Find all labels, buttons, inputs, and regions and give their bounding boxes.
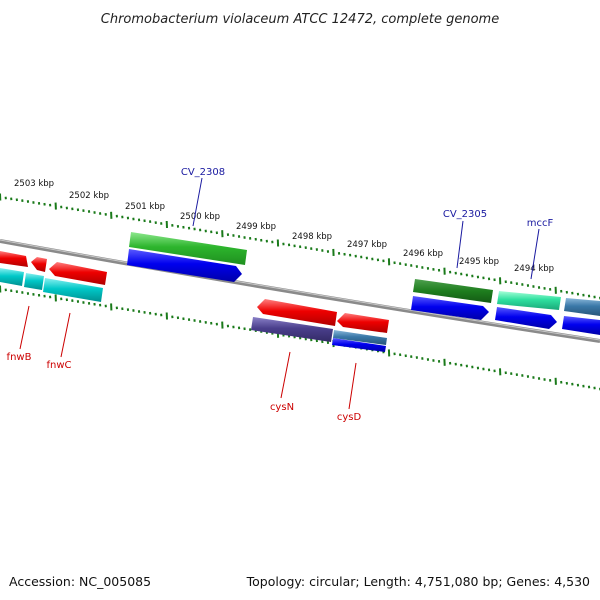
gene-small-red[interactable]	[31, 257, 47, 272]
callout-cv2308	[192, 177, 203, 227]
forward-strand-features	[127, 232, 600, 335]
scale-label-2501: 2501 kbp	[125, 202, 165, 212]
gene-cyan-small[interactable]	[24, 273, 44, 290]
gene-cv2304[interactable]	[411, 296, 489, 320]
callout-fnwc	[60, 312, 71, 358]
callout-cysd	[348, 362, 357, 410]
gene-label-mccf[interactable]: mccF	[527, 218, 554, 229]
gene-fnwb[interactable]	[0, 268, 24, 286]
gene-label-cysn[interactable]: cysN	[270, 402, 294, 413]
gene-cysd-steel[interactable]	[333, 330, 387, 345]
gene-cysd[interactable]	[332, 338, 386, 352]
callout-mccf	[530, 228, 540, 280]
gene-fnwc[interactable]	[43, 278, 103, 302]
gene-cv2308[interactable]	[129, 232, 247, 265]
scale-ticks-inner	[0, 285, 600, 391]
gene-label-cv2308[interactable]: CV_2308	[181, 167, 225, 178]
scale-label-2503: 2503 kbp	[14, 179, 54, 189]
scale-label-2496: 2496 kbp	[403, 249, 443, 259]
scale-label-2495: 2495 kbp	[459, 257, 499, 267]
scale-label-2497: 2497 kbp	[347, 240, 387, 250]
scale-ticks-outer	[0, 193, 600, 300]
map-title: Chromobacterium violaceum ATCC 12472, co…	[101, 12, 499, 27]
gene-labels: CV_2308 CV_2305 mccF fnwB fnwC cysN cysD	[7, 167, 554, 423]
gene-label-cysd[interactable]: cysD	[337, 412, 362, 423]
genome-backbone-highlight	[0, 239, 600, 341]
scale-labels: 2503 kbp 2502 kbp 2501 kbp 2500 kbp 2499…	[14, 179, 554, 274]
accession-text: Accession: NC_005085	[9, 574, 151, 589]
gene-label-cv2305[interactable]: CV_2305	[443, 209, 487, 220]
genome-backbone	[0, 239, 600, 343]
gene-red-cysn-upper[interactable]	[257, 299, 337, 326]
gene-red-cysd-upper[interactable]	[337, 313, 389, 333]
callout-cv2305	[456, 220, 464, 269]
gene-cv2307[interactable]	[127, 249, 242, 282]
callout-fnwb	[19, 305, 30, 350]
gene-red-fnwc-upper[interactable]	[49, 262, 107, 285]
gene-cv2305[interactable]	[413, 279, 493, 303]
scale-label-2494: 2494 kbp	[514, 264, 554, 274]
scale-label-2500: 2500 kbp	[180, 212, 220, 222]
scale-label-2502: 2502 kbp	[69, 191, 109, 201]
gene-mccf-upper[interactable]	[497, 291, 561, 310]
scale-label-2499: 2499 kbp	[236, 222, 276, 232]
gene-label-fnwc[interactable]: fnwC	[46, 360, 71, 371]
topology-text: Topology: circular; Length: 4,751,080 bp…	[246, 574, 590, 589]
callout-cysn	[280, 351, 291, 399]
gene-edge-lower[interactable]	[562, 316, 600, 335]
gene-label-fnwb[interactable]: fnwB	[7, 352, 32, 363]
gene-edge-upper[interactable]	[564, 298, 600, 316]
reverse-strand-features	[0, 251, 389, 352]
gene-fnwb-fragment[interactable]	[0, 251, 28, 267]
label-callouts	[19, 177, 540, 410]
scale-label-2498: 2498 kbp	[292, 232, 332, 242]
gene-cysn[interactable]	[251, 317, 333, 342]
gene-mccf[interactable]	[495, 307, 557, 329]
